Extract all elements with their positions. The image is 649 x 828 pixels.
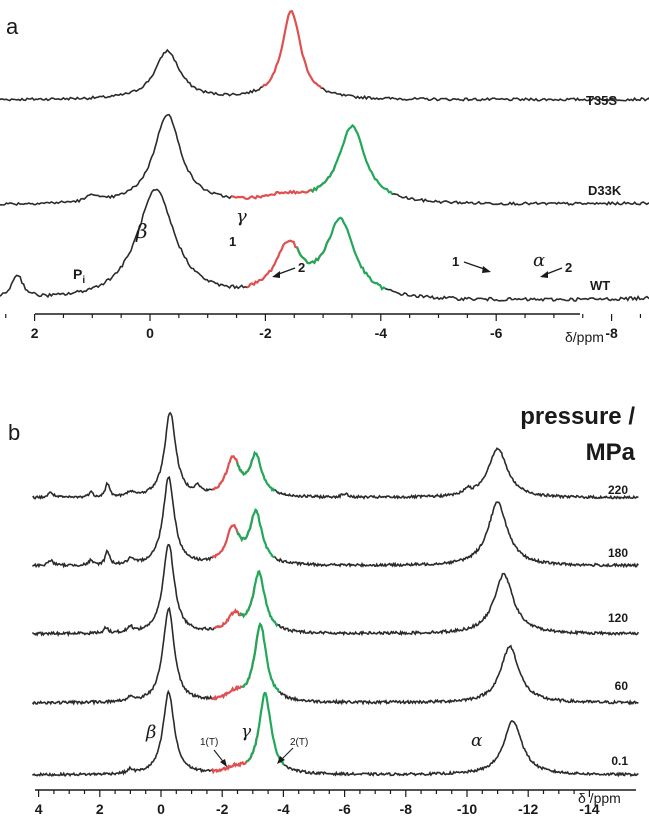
trace-220 <box>32 411 639 500</box>
alpha-label-a: α <box>533 250 545 271</box>
peak-highlight-60-2 <box>210 630 260 701</box>
trace-t35s <box>0 10 649 102</box>
trace-label-60: 60 <box>615 679 629 693</box>
arrowhead-2t <box>277 756 285 764</box>
trace-label-220: 220 <box>608 483 628 497</box>
trace-label-120: 120 <box>608 611 628 625</box>
gamma-label-b: γ <box>241 722 252 742</box>
peak-highlight-220-7 <box>236 450 276 493</box>
peak-highlight-wt-3 <box>296 216 386 291</box>
arrowhead-alpha-1 <box>482 266 491 273</box>
arrowhead-1t <box>220 759 227 767</box>
trace-label-0-1: 0.1 <box>611 754 628 768</box>
panel-b-label: b <box>8 420 20 445</box>
state2-label-alpha: 2 <box>565 260 572 275</box>
trace-wt <box>0 188 649 302</box>
state2-t-label: 2(T) <box>290 737 308 748</box>
panel-a-x-axis: 420-2-4-6-8-10-12 <box>5 313 642 341</box>
panel-a-trace-labels: T35S D33K WT <box>586 93 622 293</box>
trace-label-180: 180 <box>608 546 628 560</box>
state1-label-alpha: 1 <box>452 254 459 269</box>
x-tick-label-0: 0 <box>146 325 154 341</box>
peak-highlight-d33k-2 <box>231 164 337 201</box>
trace-60 <box>31 606 639 706</box>
x-tick-label-neg4: -4 <box>277 801 290 817</box>
pressure-title-line2: MPa <box>586 439 636 466</box>
x-tick-label-neg12: -12 <box>518 801 538 817</box>
x-tick-label-4: 4 <box>35 801 43 817</box>
panel-a: a T35S D33K WT Pi β γ 1 2 1 α 2 420-2-4-… <box>0 9 649 345</box>
peak-highlight-60-3 <box>241 621 281 693</box>
pressure-title-line1: pressure / <box>520 403 635 430</box>
x-tick-label-2: 2 <box>31 325 39 341</box>
beta-label-b: β <box>145 722 156 743</box>
panel-b-trace-labels: 220 180 120 60 0.1 <box>608 483 628 768</box>
state1-t-label: 1(T) <box>200 737 218 748</box>
x-tick-label-neg8: -8 <box>605 325 618 341</box>
state2-label-gamma: 2 <box>298 260 305 275</box>
x-tick-label-0: 0 <box>157 801 165 817</box>
x-tick-label-2: 2 <box>96 801 104 817</box>
peak-highlight-t35s-1 <box>261 9 323 89</box>
gamma-label-a: γ <box>236 206 247 227</box>
peak-highlight-0-1-2 <box>210 729 260 775</box>
x-tick-label-neg10: -10 <box>457 801 477 817</box>
x-tick-label-neg4: -4 <box>375 325 388 341</box>
alpha-label-b: α <box>471 731 483 751</box>
panel-b-annotations: β γ α 1(T) 2(T) <box>145 722 483 767</box>
panel-a-label: a <box>6 14 19 39</box>
peak-highlight-180-6 <box>236 508 275 559</box>
panel-a-x-axis-label: δ/ppm <box>565 329 604 345</box>
trace-d33k <box>0 113 649 206</box>
peak-highlight-120-4 <box>238 569 279 628</box>
x-tick-label-neg2: -2 <box>259 325 272 341</box>
trace-label-t35s: T35S <box>586 93 617 108</box>
trace-0-1 <box>31 689 639 778</box>
state1-label-gamma: 1 <box>229 234 236 249</box>
trace-label-wt: WT <box>590 278 610 293</box>
panel-b-traces <box>31 411 640 778</box>
panel-b: b pressure / MPa 220 180 120 60 0.1 β γ … <box>8 403 640 817</box>
trace-120 <box>31 543 640 638</box>
panel-a-annotations: Pi β γ 1 2 1 α 2 <box>73 206 572 286</box>
beta-label-a: β <box>135 219 148 243</box>
panel-b-x-axis: 4 2 0 -2 -4 -6 -8 -10 -12 -14 <box>35 789 636 817</box>
x-tick-label-neg8: -8 <box>400 801 413 817</box>
arrowhead-alpha-2 <box>540 271 548 278</box>
x-tick-label-neg14: -14 <box>579 801 599 817</box>
panel-b-x-axis-label: δ /ppm <box>578 790 621 806</box>
trace-180 <box>31 476 639 569</box>
peak-highlight-0-1-3 <box>245 691 285 766</box>
x-tick-label-neg6: -6 <box>338 801 351 817</box>
arrowhead-gamma-2 <box>272 271 280 278</box>
peak-highlight-d33k-3 <box>310 123 394 195</box>
trace-label-d33k: D33K <box>588 183 622 198</box>
x-tick-label-neg2: -2 <box>216 801 229 817</box>
panel-a-traces <box>0 9 649 302</box>
x-tick-label-neg6: -6 <box>490 325 503 341</box>
peak-highlight-wt-2 <box>246 237 331 289</box>
pi-label: Pi <box>73 266 85 286</box>
